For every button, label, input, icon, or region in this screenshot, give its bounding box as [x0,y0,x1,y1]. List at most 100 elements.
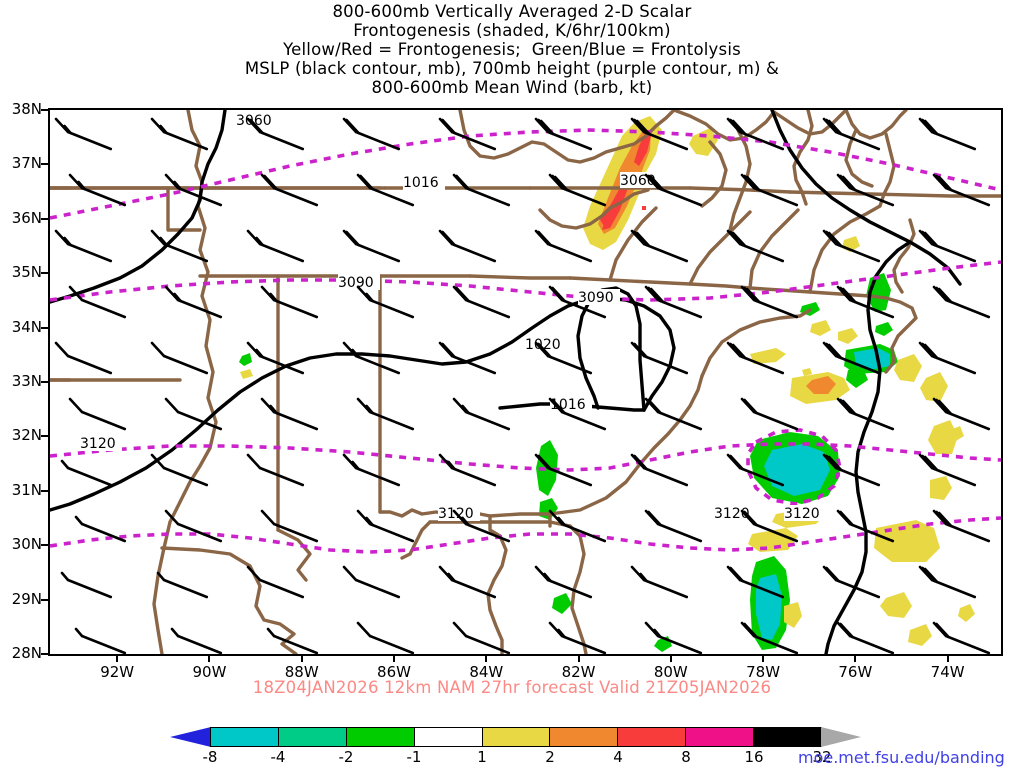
wind-barb [836,285,895,319]
wind-barb [740,397,799,431]
wind-barb [74,627,127,654]
wind-barb [534,565,593,599]
x-tick-mark [669,654,672,662]
x-tick-label: 90W [192,663,227,681]
watermark-url[interactable]: moe.met.fsu.edu/banding [798,748,1005,767]
wind-barb [356,509,415,543]
svg-text:3120: 3120 [80,436,116,452]
title-line-4: MSLP (black contour, mb), 700mb height (… [244,59,780,78]
wind-barb [438,453,497,487]
colorbar-cell [618,728,687,746]
x-tick-label: 78W [746,663,781,681]
colorbar-cell [482,728,551,746]
wind-barb [452,509,511,543]
wind-barb [54,117,113,151]
y-tick-mark [41,598,49,601]
wind-barb [438,117,497,151]
wind-barb [836,397,895,431]
wind-barb [342,565,401,599]
y-tick-mark [41,435,49,438]
colorbar-tick-label: 4 [613,748,623,766]
wind-barb [150,229,209,263]
svg-text:3060: 3060 [236,113,272,129]
wind-barb [918,117,977,151]
chart-title-block: 800-600mb Vertically Averaged 2-D Scalar… [0,2,1024,97]
wind-barb [918,229,977,263]
svg-text:1016: 1016 [403,175,439,191]
wind-barb [740,621,799,654]
wind-barb [246,453,305,487]
wind-barb [438,565,497,599]
wind-barb [150,117,209,151]
y-tick-label: 29N [11,589,42,608]
x-tick-mark [946,654,949,662]
title-line-2: Frontogenesis (shaded, K/6hr/100km) [353,21,671,40]
wind-barb [822,341,881,375]
wind-barb [822,453,881,487]
x-tick-mark [485,654,488,662]
y-tick-mark [41,489,49,492]
wind-barb [548,621,607,654]
colorbar-tick-label: -4 [270,748,286,766]
wind-barb [630,341,689,375]
wind-barb [548,509,607,543]
wind-barb [822,565,881,599]
wind-barb [246,229,305,263]
height-contour-labels: 3060 3060 3090 3090 3120 3120 3120 3120 [80,112,826,522]
wind-barb [356,173,415,207]
wind-barb [452,397,511,431]
y-tick-label: 35N [11,263,42,282]
y-tick-mark [41,544,49,547]
colorbar[interactable]: -8 -4 -2 -1 1 2 4 8 16 32 [170,727,861,765]
wind-barb [260,285,319,319]
colorbar-tick-label: 8 [681,748,691,766]
wind-barb [342,453,401,487]
wind-barb [68,397,127,431]
wind-barb [356,397,415,431]
wind-barb [644,285,703,319]
title-line-3: Yellow/Red = Frontogenesis; Green/Blue =… [283,40,741,59]
wind-barb [68,173,127,207]
y-tick-label: 32N [11,426,42,445]
wind-barb [548,173,607,207]
wind-barb [164,173,223,207]
map-plot-area[interactable]: 1016 1020 1016 3060 3060 3090 3090 3120 … [48,108,1003,656]
colorbar-cell [346,728,415,746]
wind-barb [164,397,223,431]
wind-barb [246,565,305,599]
wind-barb [726,117,785,151]
wind-barb [452,173,511,207]
state-boundaries [50,110,1001,654]
wind-barb [836,173,895,207]
colorbar-cell [686,728,755,746]
wind-barb [534,117,593,151]
wind-barb [260,173,319,207]
svg-text:3120: 3120 [714,506,750,522]
x-tick-label: 74W [930,663,965,681]
y-tick-mark [41,653,49,655]
x-tick-mark [393,654,395,662]
y-tick-label: 36N [11,208,42,227]
x-tick-mark [300,654,303,662]
wind-barb [74,515,127,543]
wind-barb [342,117,401,151]
colorbar-tick-label: 16 [744,748,764,766]
colorbar-over-arrow [821,727,861,747]
wind-barb [932,397,991,431]
colorbar-cells [210,727,822,747]
y-tick-label: 33N [11,372,42,390]
svg-text:3120: 3120 [784,506,820,522]
colorbar-cell [278,728,347,746]
wind-barb [726,341,785,375]
wind-barb [170,627,223,654]
colorbar-cell [414,728,483,746]
wind-barb [534,453,593,487]
wind-barb [836,621,895,654]
wind-barb [740,285,799,319]
wind-barb [548,285,607,319]
wind-barb [356,285,415,319]
wind-barb [150,453,209,487]
wind-barb [54,341,113,375]
x-tick-mark [116,654,119,662]
svg-text:1020: 1020 [525,337,561,353]
